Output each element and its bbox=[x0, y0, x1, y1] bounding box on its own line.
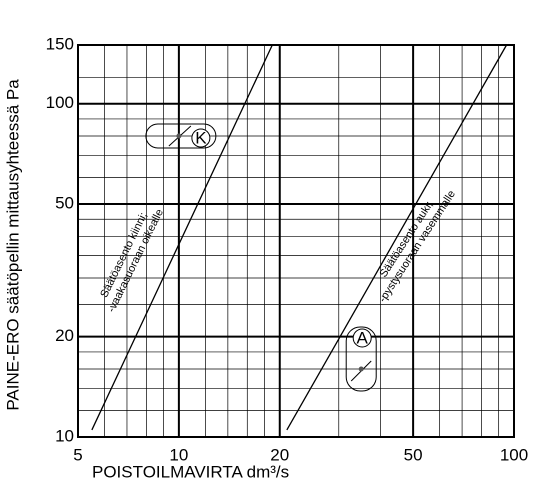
marker-label-ring bbox=[352, 328, 372, 348]
line bbox=[91, 44, 273, 431]
marker-outline bbox=[345, 326, 377, 392]
y-tick-label: 50 bbox=[55, 194, 74, 213]
y-tick-label: 150 bbox=[46, 34, 74, 53]
marker-outline bbox=[145, 123, 217, 149]
annotation: Säätöasento auki;-pystysuoraan vasemmall… bbox=[377, 188, 458, 304]
y-tick-label: 20 bbox=[55, 326, 74, 345]
marker-point bbox=[358, 366, 364, 372]
plot-frame bbox=[77, 44, 515, 438]
y-axis-label: PAINE-ERO säätöpellin mittausyhteessä Pa bbox=[3, 79, 22, 411]
x-tick-label: 100 bbox=[500, 445, 528, 464]
x-tick-label: 10 bbox=[169, 445, 188, 464]
line bbox=[286, 44, 508, 431]
marker-label: A bbox=[357, 328, 369, 347]
annotation-text: -pystysuoraan vasemmalle bbox=[377, 188, 458, 304]
y-tick-label: 100 bbox=[46, 93, 74, 112]
y-tick-label: 10 bbox=[55, 426, 74, 445]
x-tick-label: 20 bbox=[270, 445, 289, 464]
x-tick-label: 5 bbox=[73, 445, 82, 464]
x-axis-label: POISTOILMAVIRTA dm³/s bbox=[92, 462, 289, 481]
marker-point bbox=[176, 133, 182, 139]
marker-label-ring bbox=[191, 128, 211, 148]
marker-label: K bbox=[195, 128, 207, 147]
x-tick-label: 50 bbox=[404, 445, 423, 464]
